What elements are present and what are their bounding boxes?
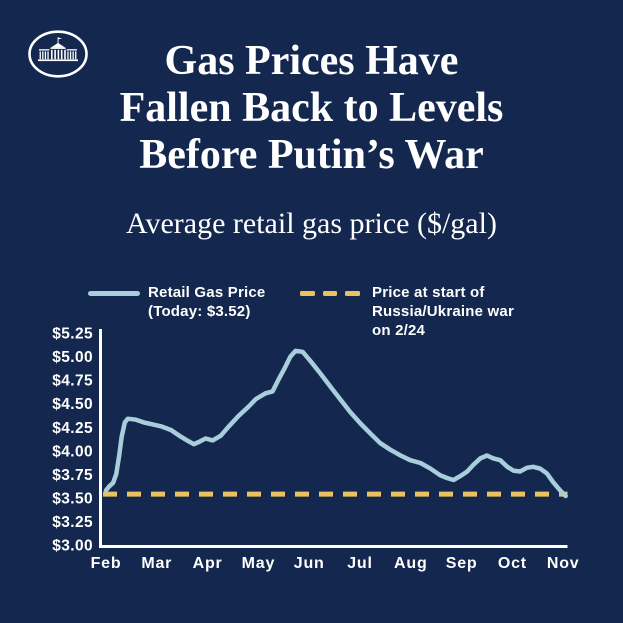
y-axis-tick-label: $3.75 xyxy=(52,467,93,484)
white-house-logo xyxy=(27,29,89,79)
white-house-building-icon xyxy=(38,37,78,62)
chart-legend: Retail Gas Price (Today: $3.52) Price at… xyxy=(0,282,623,342)
x-axis-tick-label: Aug xyxy=(394,555,428,572)
y-axis-tick-label: $4.00 xyxy=(52,443,93,460)
legend-label-retail: Retail Gas Price (Today: $3.52) xyxy=(148,284,266,320)
y-axis-tick-label: $3.50 xyxy=(52,490,93,507)
y-axis-tick-label: $5.25 xyxy=(52,326,93,343)
x-axis-tick-label: May xyxy=(242,555,276,572)
y-axis-tick-label: $3.00 xyxy=(52,538,93,555)
retail-gas-price-line xyxy=(103,348,568,499)
x-axis-tick-label: Jul xyxy=(347,555,373,572)
x-axis-tick-label: Mar xyxy=(141,555,172,572)
title-line-1: Gas Prices Have xyxy=(164,38,459,84)
retail-line-swatch-icon xyxy=(88,291,140,296)
x-axis-tick-label: Apr xyxy=(193,555,223,572)
x-axis-tick-label: Sep xyxy=(446,555,478,572)
y-axis-tick-label: $4.25 xyxy=(52,420,93,437)
page-title: Gas Prices Have Fallen Back to Levels Be… xyxy=(0,38,623,179)
y-axis-tick-label: $4.75 xyxy=(52,373,93,390)
logo-oval xyxy=(28,30,88,78)
chart-subtitle: Average retail gas price ($/gal) xyxy=(126,207,497,240)
legend-label-war-price: Price at start of Russia/Ukraine war on … xyxy=(372,284,514,339)
war-dashed-line-swatch-icon xyxy=(300,291,361,296)
x-axis-tick-label: Nov xyxy=(547,555,580,572)
axis-lines xyxy=(99,329,568,548)
title-line-2: Fallen Back to Levels xyxy=(119,85,504,131)
y-axis-tick-label: $5.00 xyxy=(52,349,93,366)
title-line-3: Before Putin’s War xyxy=(139,132,484,178)
x-axis-tick-label: Jun xyxy=(294,555,325,572)
y-axis-tick-label: $4.50 xyxy=(52,396,93,413)
gas-price-line-chart: $3.00 $3.25 $3.50 $3.75 $4.00 $4.25 $4.50 $4.75… xyxy=(52,326,580,572)
x-axis-tick-label: Oct xyxy=(498,555,527,572)
x-axis-tick-label: Feb xyxy=(91,555,122,572)
y-axis-tick-label: $3.25 xyxy=(52,514,93,531)
